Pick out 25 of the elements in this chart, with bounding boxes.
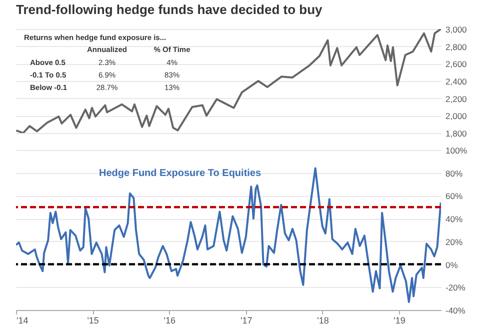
y-tick-label: 3,000 — [446, 24, 468, 34]
y-tick-label: 0% — [446, 260, 458, 270]
y-tick-label: 1,800 — [446, 128, 468, 138]
x-tick-label: '17 — [240, 316, 252, 326]
y-tick-label: -40% — [446, 306, 466, 316]
x-tick-label: '18 — [317, 316, 329, 326]
line-series — [16, 167, 441, 303]
y-tick-label: 2,200 — [446, 94, 468, 104]
y-tick-label: 2,800 — [446, 42, 468, 52]
x-tick-label: '15 — [87, 316, 99, 326]
x-tick-label: '14 — [16, 316, 28, 326]
series-label: Hedge Fund Exposure To Equities — [99, 168, 262, 179]
y-tick-label: 2,600 — [446, 59, 468, 70]
x-tick-label: '16 — [164, 316, 176, 326]
y-tick-label: 60% — [446, 191, 463, 202]
y-tick-label: 80% — [446, 168, 463, 178]
y-tick-label: -20% — [446, 282, 466, 293]
x-tick-label: '19 — [394, 316, 406, 326]
y-tick-label: 40% — [446, 214, 463, 224]
chart-title: Trend-following hedge funds have decided to buy — [16, 2, 324, 17]
line-series — [16, 29, 441, 133]
y-tick-label: 2,000 — [446, 111, 468, 122]
y-tick-label: 2,400 — [446, 76, 468, 86]
y-tick-label: 100% — [446, 146, 468, 156]
y-tick-label: 20% — [446, 236, 463, 247]
